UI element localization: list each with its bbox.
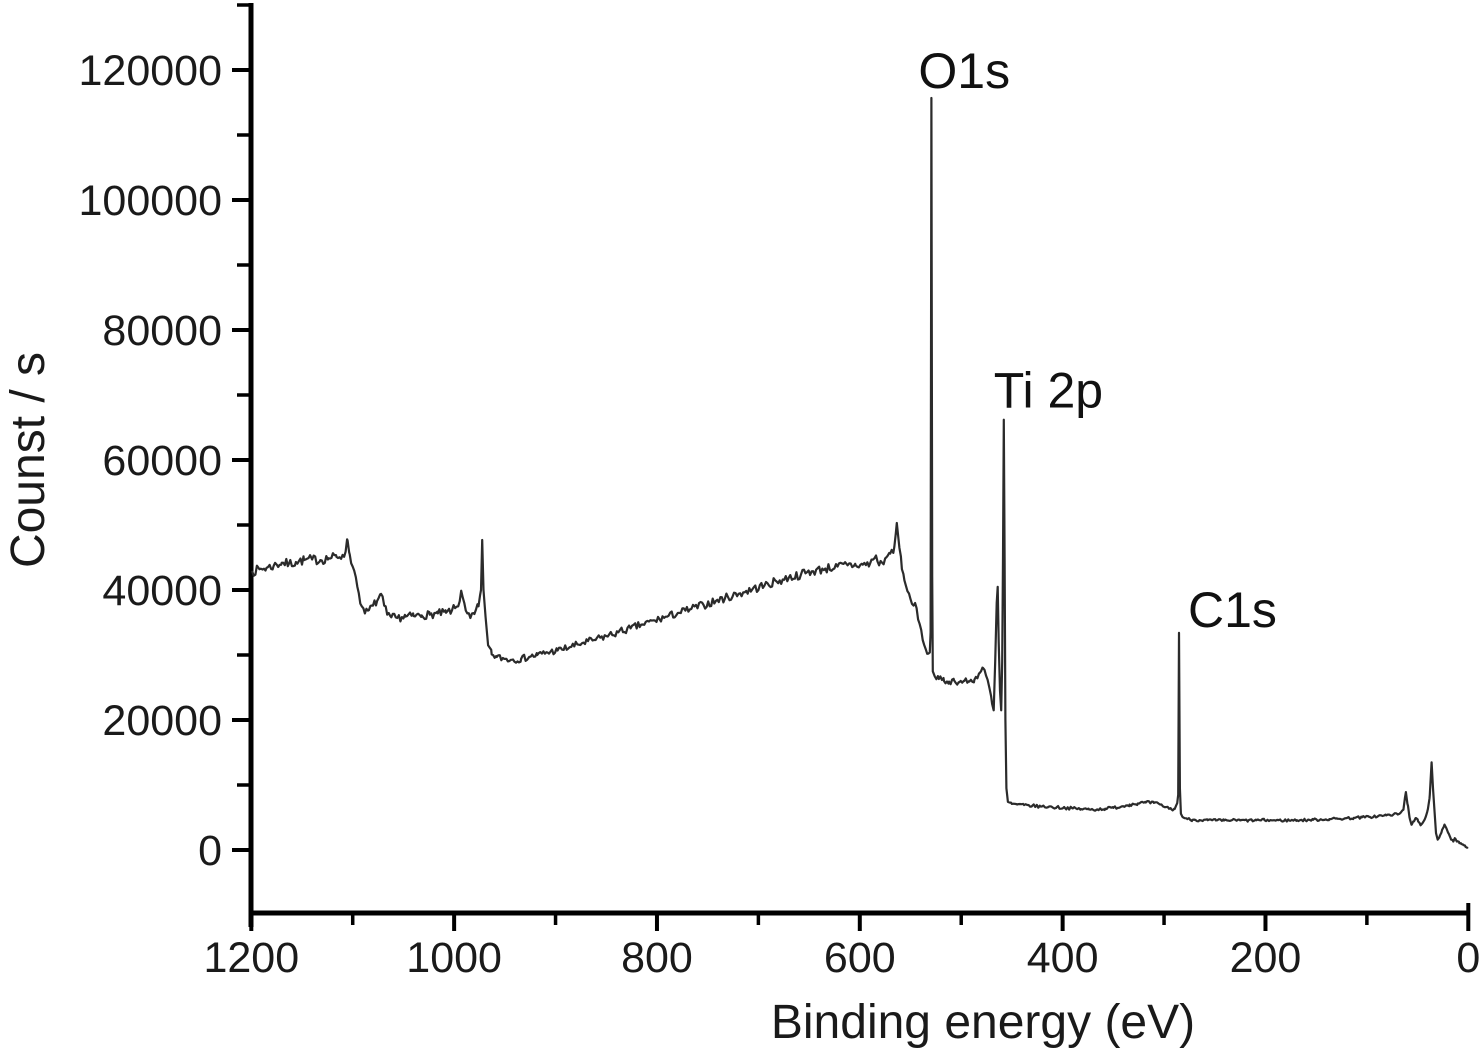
x-tick-label: 400 bbox=[1027, 934, 1099, 982]
x-tick-label: 1000 bbox=[406, 934, 502, 982]
y-axis-title: Counst / s bbox=[2, 352, 55, 568]
axes bbox=[232, 3, 1471, 931]
x-tick-label: 1200 bbox=[203, 934, 299, 982]
tick-labels: 1200 1000 800 600 400 200 00200004000060000800… bbox=[79, 47, 1481, 982]
y-tick-label: 80000 bbox=[102, 307, 222, 355]
x-tick-label: 800 bbox=[621, 934, 693, 982]
y-tick-label: 100000 bbox=[79, 177, 223, 225]
y-tick-label: 40000 bbox=[102, 567, 222, 615]
y-tick-label: 20000 bbox=[102, 697, 222, 745]
peak-label-o1s: O1s bbox=[918, 43, 1010, 99]
x-tick-label: 0 bbox=[1456, 934, 1480, 982]
x-axis-title: Binding energy (eV) bbox=[771, 996, 1195, 1049]
y-tick-label: 60000 bbox=[102, 437, 222, 485]
x-tick-label: 200 bbox=[1230, 934, 1302, 982]
y-tick-label: 0 bbox=[198, 827, 222, 875]
xps-survey-spectrum-line bbox=[251, 96, 1469, 849]
peak-annotations: O1s Ti 2p C1s bbox=[918, 43, 1277, 638]
y-tick-label: 120000 bbox=[79, 47, 223, 95]
peak-label-ti2p: Ti 2p bbox=[994, 363, 1103, 419]
x-tick-label: 600 bbox=[824, 934, 896, 982]
spectrum-curve-group bbox=[251, 96, 1469, 849]
peak-label-c1s: C1s bbox=[1188, 582, 1277, 638]
